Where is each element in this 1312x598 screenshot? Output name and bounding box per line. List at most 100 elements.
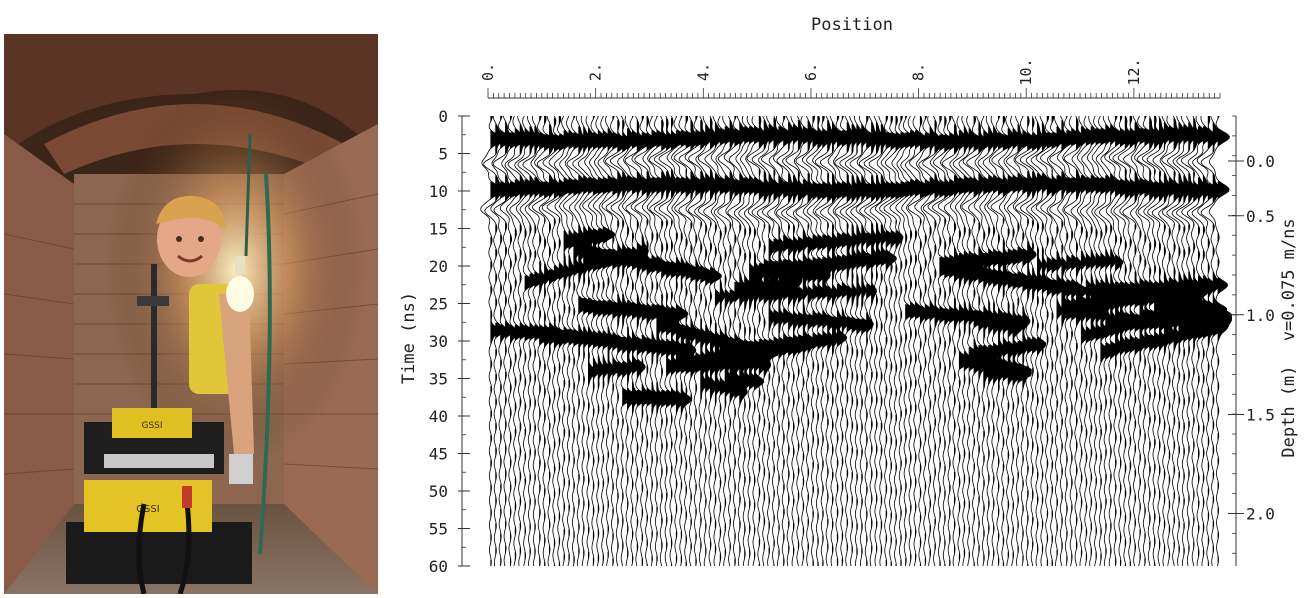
trace-fill [958, 130, 972, 562]
y-tick-label: 15 [429, 220, 448, 239]
trace-fill [563, 130, 576, 562]
trace-line [998, 115, 1022, 567]
trace-line [1062, 115, 1085, 567]
trace-line [977, 115, 1002, 566]
trace-line [952, 115, 976, 566]
trace-fill [1173, 118, 1188, 566]
x-tick-label: 6. [802, 63, 820, 81]
trace-line [653, 115, 680, 567]
equipment-label-top: GSSI [141, 421, 162, 431]
axes: 0. 2. 4. 6. 8. 10. 12. 0 5 10 15 20 25 30 35 40 45 50 55 60… [429, 58, 1275, 576]
trace-fill [832, 122, 842, 554]
trace-fill [1124, 116, 1138, 566]
trace-fill [856, 124, 868, 556]
trace-line [1005, 115, 1032, 567]
trace-fill [656, 116, 670, 564]
trace-line [1208, 115, 1232, 567]
y-tick-label: 10 [429, 182, 448, 201]
gpr-field-photo: GSSI GSSI [4, 34, 378, 594]
gpr-unit-top [112, 408, 192, 438]
green-cable [258, 173, 272, 555]
trace-line [646, 115, 670, 567]
y-tick-label: 35 [429, 370, 448, 389]
trace-fill [861, 124, 873, 556]
trace-fill [880, 124, 893, 556]
y-tick-label: 50 [429, 482, 448, 501]
person [156, 195, 254, 484]
x-tick-label: 12. [1125, 58, 1143, 85]
depth-tick-label: 0.5 [1246, 207, 1275, 226]
trace-line [658, 115, 685, 567]
trace-line [1012, 115, 1036, 567]
right-axis-title: Depth (m) v=0.075 m/ns [1279, 218, 1299, 457]
trace-line [966, 115, 993, 567]
x-tick-label: 4. [694, 63, 712, 81]
y-tick-label: 55 [429, 520, 448, 539]
trace-line [1063, 115, 1089, 567]
trace-line [1049, 115, 1074, 567]
trace-fill [685, 116, 700, 566]
trace-line [1076, 115, 1099, 567]
trace-fill [651, 116, 665, 564]
trace-line [1003, 115, 1027, 567]
y-tick-label: 25 [429, 295, 448, 314]
trace-line [1056, 115, 1081, 567]
trace-line [982, 115, 1008, 567]
trace-fill [788, 122, 802, 554]
trace-fill [666, 118, 679, 566]
trace-line [1098, 115, 1122, 567]
trace-line [1094, 115, 1117, 567]
trace-fill [1007, 128, 1022, 560]
trace-line [1079, 115, 1103, 567]
velocity-label: v=0.075 m/ns [1279, 218, 1299, 341]
trace-line [648, 115, 675, 567]
y-tick-label: 45 [429, 445, 448, 464]
trace-line [1025, 115, 1049, 567]
trace-fill [1178, 122, 1193, 554]
plot-area [480, 115, 1232, 567]
depth-tick-label: 2.0 [1246, 505, 1275, 524]
trace-line [1070, 115, 1093, 566]
trace-fill [754, 126, 768, 560]
tunnel-photo-illustration: GSSI GSSI [4, 34, 378, 594]
trace-fill [539, 116, 554, 566]
y-tick-label: 30 [429, 332, 448, 351]
radargram-chart: Position Time (ns) Depth (m) v=0.075 m/n… [380, 0, 1312, 594]
trace-fill [671, 118, 684, 566]
depth-tick-label: 1.0 [1246, 306, 1275, 325]
trace-fill [749, 126, 763, 558]
trace-fill [1022, 116, 1036, 564]
y-tick-label: 0 [438, 107, 448, 126]
trace-fill [1217, 116, 1232, 566]
trace-fill [700, 120, 713, 566]
trace-fill [1120, 116, 1132, 566]
trace-fill [1115, 116, 1127, 566]
trace-line [1086, 115, 1108, 567]
trace-line [666, 115, 691, 567]
trace-fill [758, 116, 773, 566]
x-tick-label: 0. [479, 63, 497, 81]
trace-fill [695, 116, 710, 566]
radargram-svg: Position Time (ns) Depth (m) v=0.075 m/n… [399, 15, 1299, 576]
light-bulb-icon [226, 133, 254, 312]
y-tick-label: 20 [429, 257, 448, 276]
depth-tick-label: 0.0 [1246, 152, 1275, 171]
depth-label: Depth (m) [1279, 365, 1299, 457]
y-axis-title: Time (ns) [399, 292, 419, 384]
x-tick-label: 8. [910, 63, 928, 81]
y-tick-label: 40 [429, 407, 448, 426]
x-axis-title: Position [811, 15, 893, 35]
trace-line [678, 115, 705, 567]
gpr-antenna-cart: GSSI GSSI [66, 264, 252, 594]
y-tick-label: 60 [429, 557, 448, 576]
depth-tick-label: 1.5 [1246, 406, 1275, 425]
x-tick-label: 2. [587, 63, 605, 81]
trace-fill [836, 116, 850, 566]
equipment-label-bottom: GSSI [136, 504, 159, 515]
x-tick-label: 10. [1017, 58, 1035, 85]
trace-line [1046, 115, 1069, 566]
trace-fill [1188, 122, 1203, 554]
trace-fill [1012, 128, 1027, 560]
trace-line [1030, 115, 1054, 567]
trace-line [958, 115, 983, 567]
